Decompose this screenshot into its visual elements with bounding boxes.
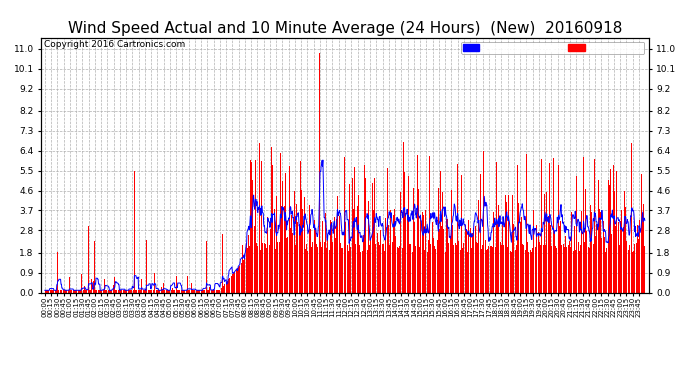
Text: Copyright 2016 Cartronics.com: Copyright 2016 Cartronics.com [44,40,186,49]
Title: Wind Speed Actual and 10 Minute Average (24 Hours)  (New)  20160918: Wind Speed Actual and 10 Minute Average … [68,21,622,36]
Legend: 10 Min Avg (mph), Wind (mph): 10 Min Avg (mph), Wind (mph) [461,42,644,54]
